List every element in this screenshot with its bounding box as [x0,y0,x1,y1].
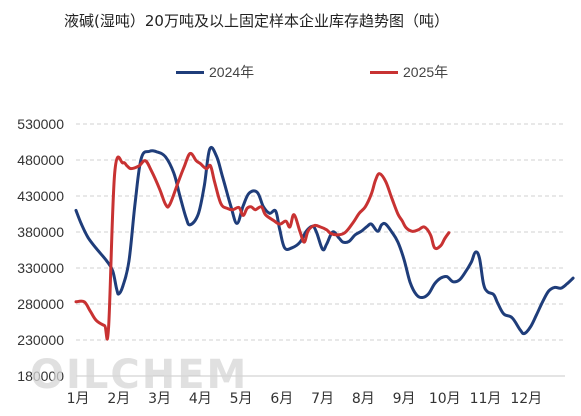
y-tick-label: 330000 [17,260,64,276]
x-tick-label: 4月 [189,391,212,407]
series-lines [74,145,575,341]
y-tick-label: 180000 [17,368,64,384]
x-tick-label: 7月 [311,391,334,407]
series-line-1 [74,151,451,341]
y-tick-label: 480000 [17,152,64,168]
chart-title: 液碱(湿吨）20万吨及以上固定样本企业库存趋势图（吨） [64,12,449,30]
grid-lines [76,123,565,341]
y-tick-label: 530000 [17,116,64,132]
y-axis-ticks: 530000 480000 430000 380000 330000 280000 2300… [17,116,64,384]
legend-swatch-2025 [370,70,398,74]
x-tick-label: 5月 [230,391,253,407]
y-tick-label: 380000 [17,224,64,240]
legend-label-2025: 2025年 [403,64,449,80]
x-tick-label: 11月 [470,391,502,407]
x-tick-label: 12月 [510,391,542,407]
y-tick-label: 230000 [17,332,64,348]
legend-label-2024: 2024年 [209,64,255,80]
x-axis-ticks: 1月 2月 3月 4月 5月 6月 7月 8月 9月 10月 11月 12月 [67,391,543,407]
chart-legend: 2024年 2025年 [0,62,581,82]
series-line-0 [74,145,575,336]
x-tick-label: 6月 [270,391,293,407]
x-tick-label: 1月 [67,391,90,407]
x-tick-label: 3月 [148,391,171,407]
legend-item-2025: 2025年 [370,62,448,82]
x-tick-label: 9月 [393,391,416,407]
x-tick-label: 10月 [429,391,461,407]
x-tick-label: 2月 [107,391,130,407]
legend-swatch-2024 [176,70,204,74]
x-tick-label: 8月 [352,391,375,407]
y-tick-label: 430000 [17,188,64,204]
watermark-logo: OILCHEM [30,352,249,398]
y-tick-label: 280000 [17,296,64,312]
legend-item-2024: 2024年 [176,62,254,82]
